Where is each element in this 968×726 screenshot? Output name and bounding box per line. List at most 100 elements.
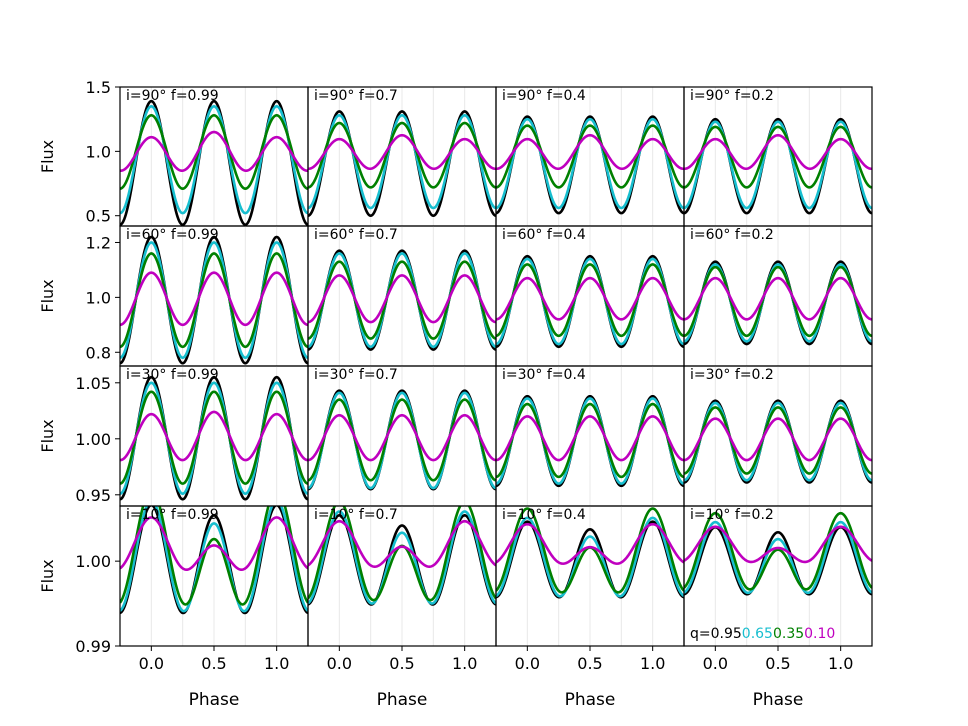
series-line-q-0.95 [496,520,684,599]
series-line-q-0.65 [308,510,496,605]
series-line-q-0.65 [684,120,872,210]
x-tick-label: 0.0 [515,654,540,673]
panel-1-2: i=90° f=0.7 [307,86,497,227]
y-tick-label: 1.00 [75,430,111,449]
series-line-q-0.1 [496,276,684,321]
x-axis-label: Phase [565,690,616,710]
x-tick-label: 1.0 [640,654,665,673]
series-line-q-0.1 [120,130,308,172]
panel-2-4: i=60° f=0.2 [683,225,873,367]
series-line-q-0.95 [496,394,684,488]
legend-entry-q-0.95: 0.95 [711,626,742,642]
legend-entry-q-0.10: 0.10 [804,626,835,642]
series-line-q-0.35 [308,121,496,189]
panel-label: i=30° f=0.99 [126,367,219,383]
series-line-q-0.1 [684,133,872,171]
series-line-q-0.35 [308,398,496,482]
series-line-q-0.35 [496,124,684,189]
series-line-q-0.95 [120,375,308,501]
panel-label: i=90° f=0.99 [126,88,219,104]
series-line-q-0.35 [684,511,872,591]
series-line-q-0.1 [496,133,684,171]
series-line-q-0.1 [684,276,872,321]
series-line-q-0.1 [684,417,872,462]
panel-4-3: i=10° f=0.4 0.0 0.5 1.0 Phase [495,505,685,710]
panel-4-4: i=10° f=0.2 0.0 0.5 1.0 Phase [683,505,873,710]
series-group [308,506,496,606]
panel-label: i=90° f=0.2 [690,88,774,104]
legend-text: q=0.950.650.350.10 [690,626,835,642]
series-line-q-0.35 [496,402,684,479]
x-tick-label: 1.0 [452,654,477,673]
series-line-q-0.35 [120,390,308,485]
series-group [120,375,308,501]
panel-label: i=90° f=0.4 [502,88,586,104]
series-line-q-0.95 [120,99,308,226]
panel-label: i=30° f=0.2 [690,367,774,383]
series-line-q-0.65 [120,105,308,215]
x-tick-label: 0.5 [389,654,414,673]
series-line-q-0.95 [308,110,496,217]
series-line-q-0.1 [120,516,308,571]
series-line-q-0.95 [496,115,684,215]
x-axis-label: Phase [753,690,804,710]
series-group [496,115,684,215]
series-line-q-0.65 [120,506,308,613]
x-tick-label: 1.0 [828,654,853,673]
y-tick-label: 0.99 [75,637,111,656]
series-line-q-0.35 [308,260,496,340]
panel-1-1: i=90° f=0.99 0.5 1.0 1.5 Flux [38,78,309,227]
series-line-q-0.1 [308,413,496,462]
series-line-q-0.65 [684,263,872,343]
legend-entry-q-0.65: 0.65 [742,626,773,642]
series-line-q-0.65 [496,516,684,598]
series-line-q-0.1 [308,274,496,324]
series-group [684,511,872,596]
panel-label: i=60° f=0.2 [690,227,774,243]
x-tick-label: 0.5 [201,654,226,673]
series-line-q-0.1 [120,271,308,327]
panel-label: i=10° f=0.4 [502,507,586,523]
series-line-q-0.35 [684,125,872,189]
series-line-q-0.65 [120,381,308,495]
series-line-q-0.35 [496,263,684,338]
panel-label: i=30° f=0.7 [314,367,398,383]
panel-label: i=60° f=0.7 [314,227,398,243]
panel-1-3: i=90° f=0.4 [495,86,685,227]
series-line-q-0.95 [496,254,684,349]
series-line-q-0.35 [120,506,308,606]
panel-3-4: i=30° f=0.2 [683,365,873,507]
y-axis-label: Flux [38,140,57,173]
x-tick-label: 1.0 [264,654,289,673]
series-line-q-0.35 [684,265,872,338]
y-axis-label: Flux [38,279,57,312]
panel-label: i=30° f=0.4 [502,367,586,383]
y-axis-label: Flux [38,559,57,592]
series-line-q-0.65 [496,397,684,485]
y-axis-label: Flux [38,419,57,452]
series-group [496,254,684,349]
panel-2-3: i=60° f=0.4 [495,225,685,367]
panel-1-4: i=90° f=0.2 [683,86,873,227]
x-tick-label: 0.0 [327,654,352,673]
series-line-q-0.1 [496,522,684,565]
panel-label: i=10° f=0.2 [690,507,774,523]
panel-3-3: i=30° f=0.4 [495,365,685,507]
panel-3-2: i=30° f=0.7 [307,365,497,507]
series-line-q-0.65 [496,117,684,210]
x-tick-label: 0.0 [703,654,728,673]
legend-prefix: q= [690,626,711,642]
y-tick-label: 1.5 [86,78,111,97]
panel-3-1: i=30° f=0.99 0.95 1.00 1.05 Flux [38,365,309,507]
y-tick-label: 1.2 [86,233,111,252]
series-line-q-0.95 [120,235,308,365]
x-tick-label: 0.5 [765,654,790,673]
series-line-q-0.95 [308,389,496,491]
series-group [308,249,496,351]
series-line-q-0.95 [308,514,496,606]
panel-label: i=10° f=0.99 [126,507,219,523]
y-tick-label: 1.00 [75,552,111,571]
series-group [684,399,872,484]
y-tick-label: 1.0 [86,288,111,307]
series-group [684,117,872,215]
